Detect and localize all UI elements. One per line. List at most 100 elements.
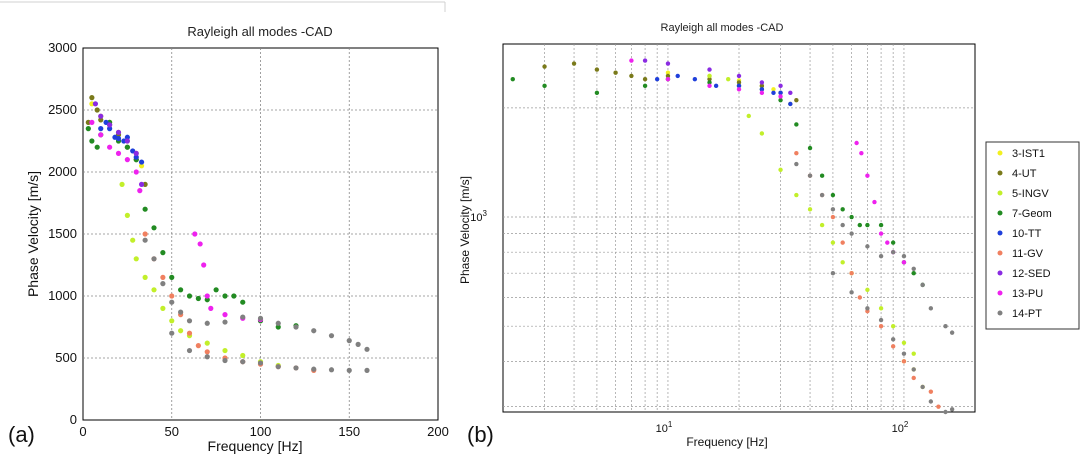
panel-a-point-14-pt xyxy=(178,309,184,315)
panel-b-point-5-ingv xyxy=(830,240,836,245)
panel-a-point-5-ingv xyxy=(160,305,166,311)
panel-b-point-14-pt xyxy=(920,282,925,288)
panel-b-point-7-geom xyxy=(865,222,870,228)
panel-b-point-4-ut xyxy=(759,83,765,89)
panel-b-point-3-ist1 xyxy=(665,70,671,75)
panel-a-point-14-pt xyxy=(328,367,335,373)
panel-b-point-5-ingv xyxy=(759,131,765,136)
panel-a-y-ticks: 0 500 1000 1500 2000 2500 3000 xyxy=(48,40,77,427)
panel-b-point-5-ingv xyxy=(840,260,845,265)
tick-base: 10 xyxy=(656,423,668,435)
panel-a-x-tick-label: 150 xyxy=(338,424,360,439)
panel-a-point-14-pt xyxy=(160,281,166,287)
panel-a-point-14-pt xyxy=(275,364,281,370)
panel-a-point-7-geom xyxy=(142,206,148,212)
legend-marker xyxy=(997,150,1003,156)
panel-b-point-4-ut xyxy=(629,73,634,79)
panel-b-point-4-ut xyxy=(736,80,742,85)
panel-b-point-10-tt xyxy=(778,90,783,96)
panel-a-point-4-ut xyxy=(98,117,104,123)
panel-b-point-12-sed xyxy=(759,80,765,85)
legend-marker xyxy=(997,210,1003,216)
panel-b-point-11-gv xyxy=(849,271,854,276)
panel-a-point-5-ingv xyxy=(119,181,125,187)
panel-b-point-13-pu xyxy=(901,260,907,265)
panel-b-point-12-sed xyxy=(642,58,648,63)
panel-b-point-5-ingv xyxy=(911,351,916,356)
legend-entry-label: 11-GV xyxy=(1012,248,1044,260)
panel-b-point-11-gv xyxy=(890,344,896,349)
panel-a-point-13-pu xyxy=(204,293,210,299)
panel-a-point-14-pt xyxy=(364,367,370,373)
panel-a-point-14-pt xyxy=(151,256,157,262)
panel-a-x-tick-label: 50 xyxy=(165,424,179,439)
panel-b-point-13-pu xyxy=(872,199,877,205)
panel-b-point-4-ut xyxy=(542,64,547,69)
panel-a-x-tick-label: 100 xyxy=(250,424,272,439)
panel-b-point-4-ut xyxy=(571,61,577,66)
panel-a-point-12-sed xyxy=(92,101,99,107)
panel-a-x-tick-label: 0 xyxy=(79,424,86,439)
panel-b-point-7-geom xyxy=(840,207,845,212)
tick-exponent: 1 xyxy=(668,420,673,429)
panel-b-point-14-pt xyxy=(911,266,916,271)
panel-a-point-13-pu xyxy=(124,157,130,163)
panel-b-point-14-pt xyxy=(794,161,799,167)
panel-a-point-7-geom xyxy=(275,324,281,330)
panel-b-point-14-pt xyxy=(949,407,955,412)
panel-b-point-14-pt xyxy=(830,271,836,276)
panel-b-point-14-pt xyxy=(943,324,948,329)
panel-b-point-11-gv xyxy=(878,324,884,329)
panel-a-point-13-pu xyxy=(89,119,95,125)
panel-a-point-14-pt xyxy=(293,324,299,330)
panel-b-point-11-gv xyxy=(901,359,907,364)
panel-b-point-14-pt xyxy=(878,253,884,259)
panel-b-x-tick-label: 101 xyxy=(656,420,673,435)
panel-b-data xyxy=(510,58,955,415)
panel-b-point-12-sed xyxy=(788,90,793,96)
panel-b-point-14-pt xyxy=(928,306,934,311)
panel-a-point-14-pt xyxy=(222,357,228,364)
legend-entry-label: 12-SED xyxy=(1012,268,1051,280)
panel-b-point-7-geom xyxy=(857,222,863,228)
panel-a-y-tick-label: 500 xyxy=(55,350,77,365)
panel-b-point-4-ut xyxy=(642,76,648,82)
legend-entry-label: 4-UT xyxy=(1012,168,1037,180)
panel-a-point-14-pt xyxy=(222,319,228,325)
panel-a-point-13-pu xyxy=(222,312,228,318)
legend-marker xyxy=(997,310,1003,316)
panel-b-y-tick-label: 103 xyxy=(470,209,487,224)
panel-a-label: (a) xyxy=(8,422,35,447)
panel-b-point-14-pt xyxy=(865,244,870,249)
panel-a-point-7-geom xyxy=(178,287,184,293)
panel-b-point-14-pt xyxy=(901,351,907,356)
panel-b-point-13-pu xyxy=(854,140,859,146)
panel-b-point-11-gv xyxy=(911,375,916,381)
panel-a-point-5-ingv xyxy=(204,340,210,346)
panel-a-point-13-pu xyxy=(115,150,122,156)
panel-a-point-7-geom xyxy=(240,299,246,305)
panel-b-point-13-pu xyxy=(778,94,783,99)
panel-b-x-label: Frequency [Hz] xyxy=(686,435,767,449)
panel-a-point-7-geom xyxy=(89,138,95,144)
panel-b-point-5-ingv xyxy=(746,113,751,119)
panel-b-point-10-tt xyxy=(788,101,793,107)
panel-a-point-14-pt xyxy=(311,366,317,372)
panel-b-point-14-pt xyxy=(943,409,948,415)
panel-b-point-4-ut xyxy=(794,97,799,103)
panel-b-point-7-geom xyxy=(807,145,813,151)
panel-a-point-14-pt xyxy=(364,346,370,352)
panel-b-point-14-pt xyxy=(890,337,896,342)
panel-a: Rayleigh all modes -CAD 0 50 100 150 200 0 50… xyxy=(8,24,449,454)
panel-a-point-11-gv xyxy=(142,231,148,237)
panel-a-point-7-geom xyxy=(124,144,130,150)
panel-b-point-4-ut xyxy=(613,70,618,75)
panel-b-point-5-ingv xyxy=(878,306,884,311)
panel-a-point-11-gv xyxy=(195,343,201,349)
panel-b-point-7-geom xyxy=(510,76,515,82)
panel-b-point-7-geom xyxy=(778,97,783,103)
panel-b-point-10-tt xyxy=(675,73,680,79)
legend-entry-label: 10-TT xyxy=(1012,228,1042,240)
panel-a-point-7-geom xyxy=(195,295,201,302)
panel-b-point-12-sed xyxy=(707,67,712,72)
